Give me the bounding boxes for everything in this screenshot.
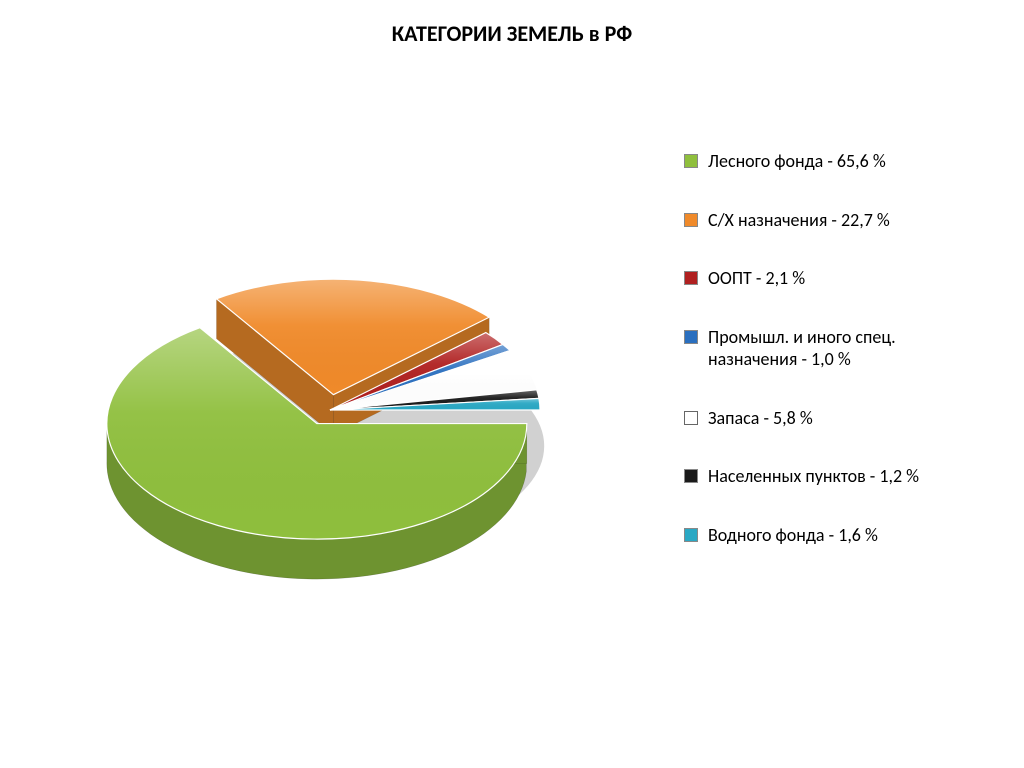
legend-swatch xyxy=(684,271,698,285)
legend-swatch xyxy=(684,469,698,483)
legend-label: Населенных пунктов - 1,2 % xyxy=(708,465,984,488)
legend-label: Запаса - 5,8 % xyxy=(708,407,984,430)
legend-item: С/Х назначения - 22,7 % xyxy=(684,209,984,232)
legend: Лесного фонда - 65,6 % С/Х назначения - 2… xyxy=(684,150,984,582)
legend-label: Промышл. и иного спец. назначения - 1,0 … xyxy=(708,326,984,371)
chart-title: КАТЕГОРИИ ЗЕМЕЛЬ в РФ xyxy=(0,20,1024,47)
legend-label: С/Х назначения - 22,7 % xyxy=(708,209,984,232)
legend-item: ООПТ - 2,1 % xyxy=(684,267,984,290)
legend-item: Промышл. и иного спец. назначения - 1,0 … xyxy=(684,326,984,371)
pie-chart xyxy=(40,160,600,660)
legend-swatch xyxy=(684,154,698,168)
legend-swatch xyxy=(684,330,698,344)
legend-swatch xyxy=(684,528,698,542)
legend-swatch xyxy=(684,411,698,425)
legend-swatch xyxy=(684,213,698,227)
legend-label: Лесного фонда - 65,6 % xyxy=(708,150,984,173)
legend-label: ООПТ - 2,1 % xyxy=(708,267,984,290)
legend-item: Водного фонда - 1,6 % xyxy=(684,524,984,547)
legend-item: Запаса - 5,8 % xyxy=(684,407,984,430)
legend-item: Населенных пунктов - 1,2 % xyxy=(684,465,984,488)
legend-item: Лесного фонда - 65,6 % xyxy=(684,150,984,173)
legend-label: Водного фонда - 1,6 % xyxy=(708,524,984,547)
